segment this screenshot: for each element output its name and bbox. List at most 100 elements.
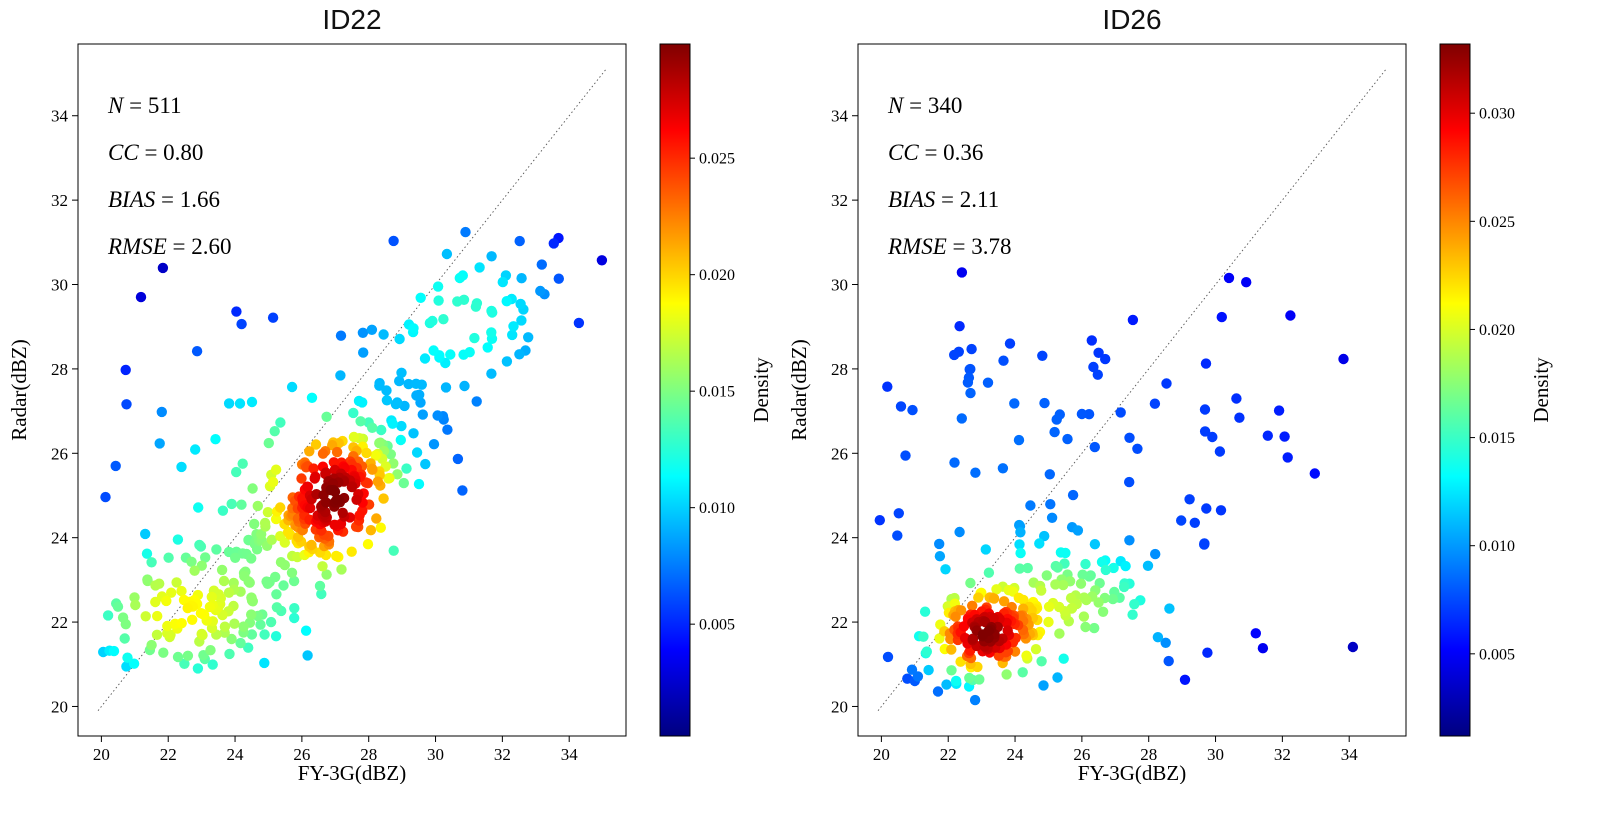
scatter-point — [442, 424, 453, 435]
scatter-point — [970, 467, 981, 478]
stat-value: 340 — [927, 93, 963, 118]
scatter-point — [535, 285, 546, 297]
scatter-point — [161, 595, 172, 607]
scatter-point — [1234, 412, 1245, 423]
scatter-point — [186, 556, 197, 567]
scatter-point — [1030, 644, 1042, 655]
scatter-point — [271, 589, 282, 600]
scatter-point — [346, 481, 358, 493]
scatter-point — [331, 550, 342, 562]
scatter-point — [1273, 405, 1285, 416]
scatter-point — [190, 444, 201, 455]
scatter-point — [182, 650, 194, 661]
scatter-point — [120, 619, 131, 630]
scatter-point — [459, 380, 470, 392]
scatter-point — [1044, 469, 1055, 480]
scatter-point — [427, 315, 438, 327]
x-tick-label: 34 — [1341, 745, 1359, 764]
scatter-point — [381, 385, 392, 396]
scatter-point — [1075, 578, 1087, 589]
stat-equals: = — [903, 93, 928, 118]
stat-equals: = — [946, 234, 972, 259]
scatter-point — [1065, 592, 1077, 604]
stat-name: N — [108, 93, 124, 118]
scatter-point — [236, 499, 247, 510]
scatter-point — [1223, 272, 1235, 284]
colorbar-id22: 0.005 0.010 0.015 0.020 0.025 Density — [659, 43, 773, 737]
scatter-point — [432, 410, 443, 421]
scatter-point — [1215, 505, 1227, 516]
scatter-point — [381, 395, 393, 406]
scatter-point — [1037, 350, 1048, 361]
colorbar-gradient — [1440, 44, 1470, 736]
scatter-point — [408, 428, 419, 439]
scatter-point — [372, 476, 384, 487]
scatter-point — [416, 379, 427, 390]
stat-equals: = — [166, 234, 192, 259]
scatter-point — [934, 551, 946, 562]
scatter-point — [974, 674, 985, 685]
stat-line-bias: BIAS = 2.11 — [888, 176, 1012, 223]
scatter-point — [1077, 569, 1088, 580]
colorbar-tick-label: 0.005 — [699, 617, 735, 634]
scatter-point — [906, 664, 918, 675]
scatter-point — [1015, 547, 1026, 559]
scatter-point — [348, 431, 360, 443]
stat-line-bias: BIAS = 1.66 — [108, 176, 232, 223]
scatter-point — [129, 592, 140, 603]
scatter-point — [1309, 468, 1320, 479]
scatter-point — [1160, 637, 1171, 648]
scatter-point — [388, 235, 399, 247]
scatter-point — [289, 603, 300, 614]
scatter-point — [1043, 601, 1055, 612]
scatter-point — [192, 663, 204, 674]
scatter-point — [998, 596, 1010, 607]
scatter-point — [193, 502, 204, 513]
scatter-point — [1054, 628, 1065, 639]
stat-name: BIAS — [108, 187, 156, 212]
scatter-point — [454, 272, 465, 284]
scatter-point — [501, 356, 513, 367]
scatter-point — [1052, 672, 1063, 683]
plot-area — [874, 69, 1387, 711]
scatter-point — [1164, 603, 1175, 614]
scatter-point — [275, 557, 287, 568]
scatter-point — [219, 621, 231, 632]
scatter-point — [146, 639, 157, 651]
colorbar-tick-label: 0.020 — [1479, 322, 1515, 339]
scatter-point — [211, 544, 222, 555]
scatter-point — [1120, 560, 1131, 572]
scatter-point — [308, 463, 319, 474]
scatter-point — [1022, 562, 1033, 574]
scatter-point — [237, 458, 248, 469]
scatter-point — [172, 534, 184, 545]
scatter-point — [415, 292, 426, 303]
scatter-point — [387, 418, 398, 429]
scatter-point — [249, 518, 260, 530]
colorbar-tick-label: 0.010 — [1479, 538, 1515, 555]
scatter-point — [1002, 625, 1013, 636]
scatter-point — [310, 439, 322, 450]
scatter-point — [152, 610, 163, 622]
scatter-point — [1107, 593, 1119, 605]
scatter-point — [1078, 611, 1090, 622]
scatter-point — [1052, 562, 1063, 573]
stat-name: RMSE — [108, 234, 167, 259]
scatter-point — [1038, 680, 1049, 691]
x-tick-label: 20 — [93, 745, 110, 764]
stat-equals: = — [123, 93, 148, 118]
scatter-point — [1100, 564, 1111, 576]
stat-line-cc: CC = 0.80 — [108, 129, 232, 176]
scatter-point — [1176, 515, 1187, 526]
colorbar-label: Density — [1529, 357, 1553, 423]
scatter-point — [1132, 443, 1143, 454]
scatter-point — [452, 453, 464, 465]
stat-name: BIAS — [888, 187, 936, 212]
scatter-point — [445, 349, 456, 360]
scatter-point — [1152, 632, 1164, 643]
scatter-point — [1078, 592, 1090, 603]
scatter-point — [289, 612, 300, 624]
scatter-point — [895, 401, 907, 412]
stats-block-id26: N = 340 CC = 0.36 BIAS = 2.11 RMSE = 3.7… — [888, 82, 1012, 270]
scatter-point — [162, 620, 173, 632]
